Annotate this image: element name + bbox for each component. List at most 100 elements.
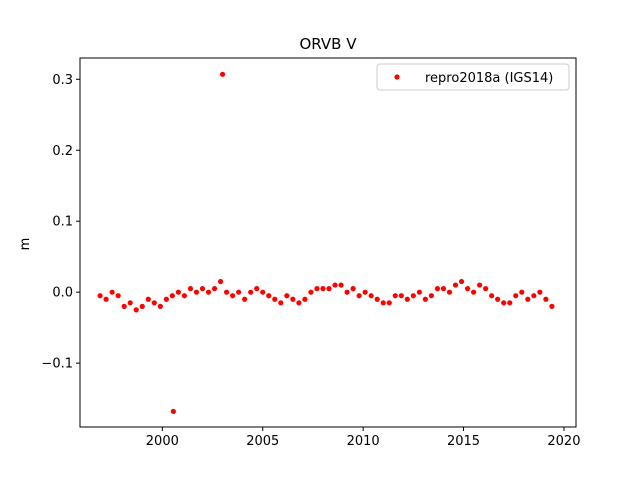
data-point <box>260 289 266 295</box>
data-point <box>199 286 206 292</box>
x-axis: 2000 2005 2010 2015 2020 <box>146 427 580 449</box>
data-point <box>109 289 115 295</box>
plot-area <box>79 57 577 428</box>
data-point <box>380 300 386 306</box>
y-axis: −0.1 0.0 0.1 0.2 0.3 <box>41 73 80 372</box>
data-point <box>440 286 447 292</box>
data-point <box>543 296 549 302</box>
data-point <box>302 296 308 302</box>
legend-label-repro2018a: repro2018a (IGS14) <box>425 71 553 86</box>
data-point <box>308 289 314 295</box>
data-point <box>145 296 151 302</box>
data-point <box>320 286 326 292</box>
data-points <box>97 71 555 414</box>
data-point <box>236 289 242 295</box>
x-tick-label: 2020 <box>547 434 580 449</box>
data-point <box>115 293 121 299</box>
data-point <box>537 289 543 295</box>
data-point <box>296 300 302 306</box>
y-axis-label: m <box>18 238 33 251</box>
data-point <box>495 296 501 302</box>
data-point <box>458 278 465 285</box>
data-point <box>211 286 218 292</box>
data-point <box>278 300 284 306</box>
x-tick-label: 2005 <box>246 434 279 449</box>
x-tick-label: 2015 <box>447 434 480 449</box>
legend-marker-repro2018a <box>394 74 400 80</box>
chart-title: ORVB V <box>300 35 358 53</box>
data-point <box>428 293 435 299</box>
data-point <box>217 278 224 285</box>
data-point <box>549 303 555 309</box>
data-point <box>193 289 200 295</box>
data-point <box>169 293 175 299</box>
data-point <box>103 296 109 302</box>
data-point <box>272 296 278 302</box>
data-point <box>477 282 483 288</box>
data-point <box>205 289 212 295</box>
data-point <box>97 293 103 299</box>
data-point <box>219 71 226 77</box>
y-tick-label: 0.3 <box>52 73 73 88</box>
data-point <box>121 303 127 309</box>
data-point <box>187 286 194 292</box>
data-point <box>392 293 398 299</box>
data-point <box>344 289 350 295</box>
data-point <box>314 286 320 292</box>
data-point <box>350 286 356 292</box>
data-point <box>356 293 362 299</box>
data-point <box>404 296 410 302</box>
data-point <box>410 293 416 299</box>
data-point <box>470 289 477 295</box>
data-point <box>133 307 139 313</box>
data-point <box>338 282 344 288</box>
x-tick-label: 2010 <box>347 434 380 449</box>
y-tick-label: −0.1 <box>41 357 73 372</box>
data-point <box>284 293 290 299</box>
data-point <box>242 296 248 302</box>
data-point <box>398 293 404 299</box>
data-point <box>519 289 525 295</box>
data-point <box>248 289 254 295</box>
data-point <box>452 282 459 288</box>
x-tick-label: 2000 <box>146 434 179 449</box>
data-point <box>434 286 441 292</box>
data-point <box>332 282 338 288</box>
data-point <box>464 286 471 292</box>
data-point <box>157 303 163 309</box>
legend-box <box>376 63 570 91</box>
data-point <box>362 289 368 295</box>
legend: repro2018a (IGS14) <box>376 63 570 91</box>
data-point <box>254 286 260 292</box>
data-point <box>422 296 428 302</box>
data-point <box>507 300 513 306</box>
data-point <box>181 293 188 299</box>
y-tick-label: 0.0 <box>52 286 73 301</box>
data-point <box>525 296 531 302</box>
data-point <box>326 286 332 292</box>
y-tick-label: 0.2 <box>52 144 73 159</box>
data-point <box>513 293 519 299</box>
data-point <box>501 300 507 306</box>
data-point <box>170 408 176 414</box>
data-point <box>266 293 272 299</box>
data-point <box>223 289 230 295</box>
y-tick-label: 0.1 <box>52 215 73 230</box>
data-point <box>139 303 145 309</box>
data-point <box>386 300 392 306</box>
data-point <box>127 300 133 306</box>
data-point <box>489 293 495 299</box>
data-point <box>531 293 537 299</box>
data-point <box>374 296 380 302</box>
data-point <box>175 289 181 295</box>
data-point <box>368 293 374 299</box>
data-point <box>416 289 422 295</box>
data-point <box>230 293 236 299</box>
data-point <box>163 296 169 302</box>
data-point <box>151 300 157 306</box>
data-point <box>446 289 453 295</box>
axes-frame <box>79 57 577 428</box>
data-point <box>290 296 296 302</box>
data-point <box>483 286 489 292</box>
